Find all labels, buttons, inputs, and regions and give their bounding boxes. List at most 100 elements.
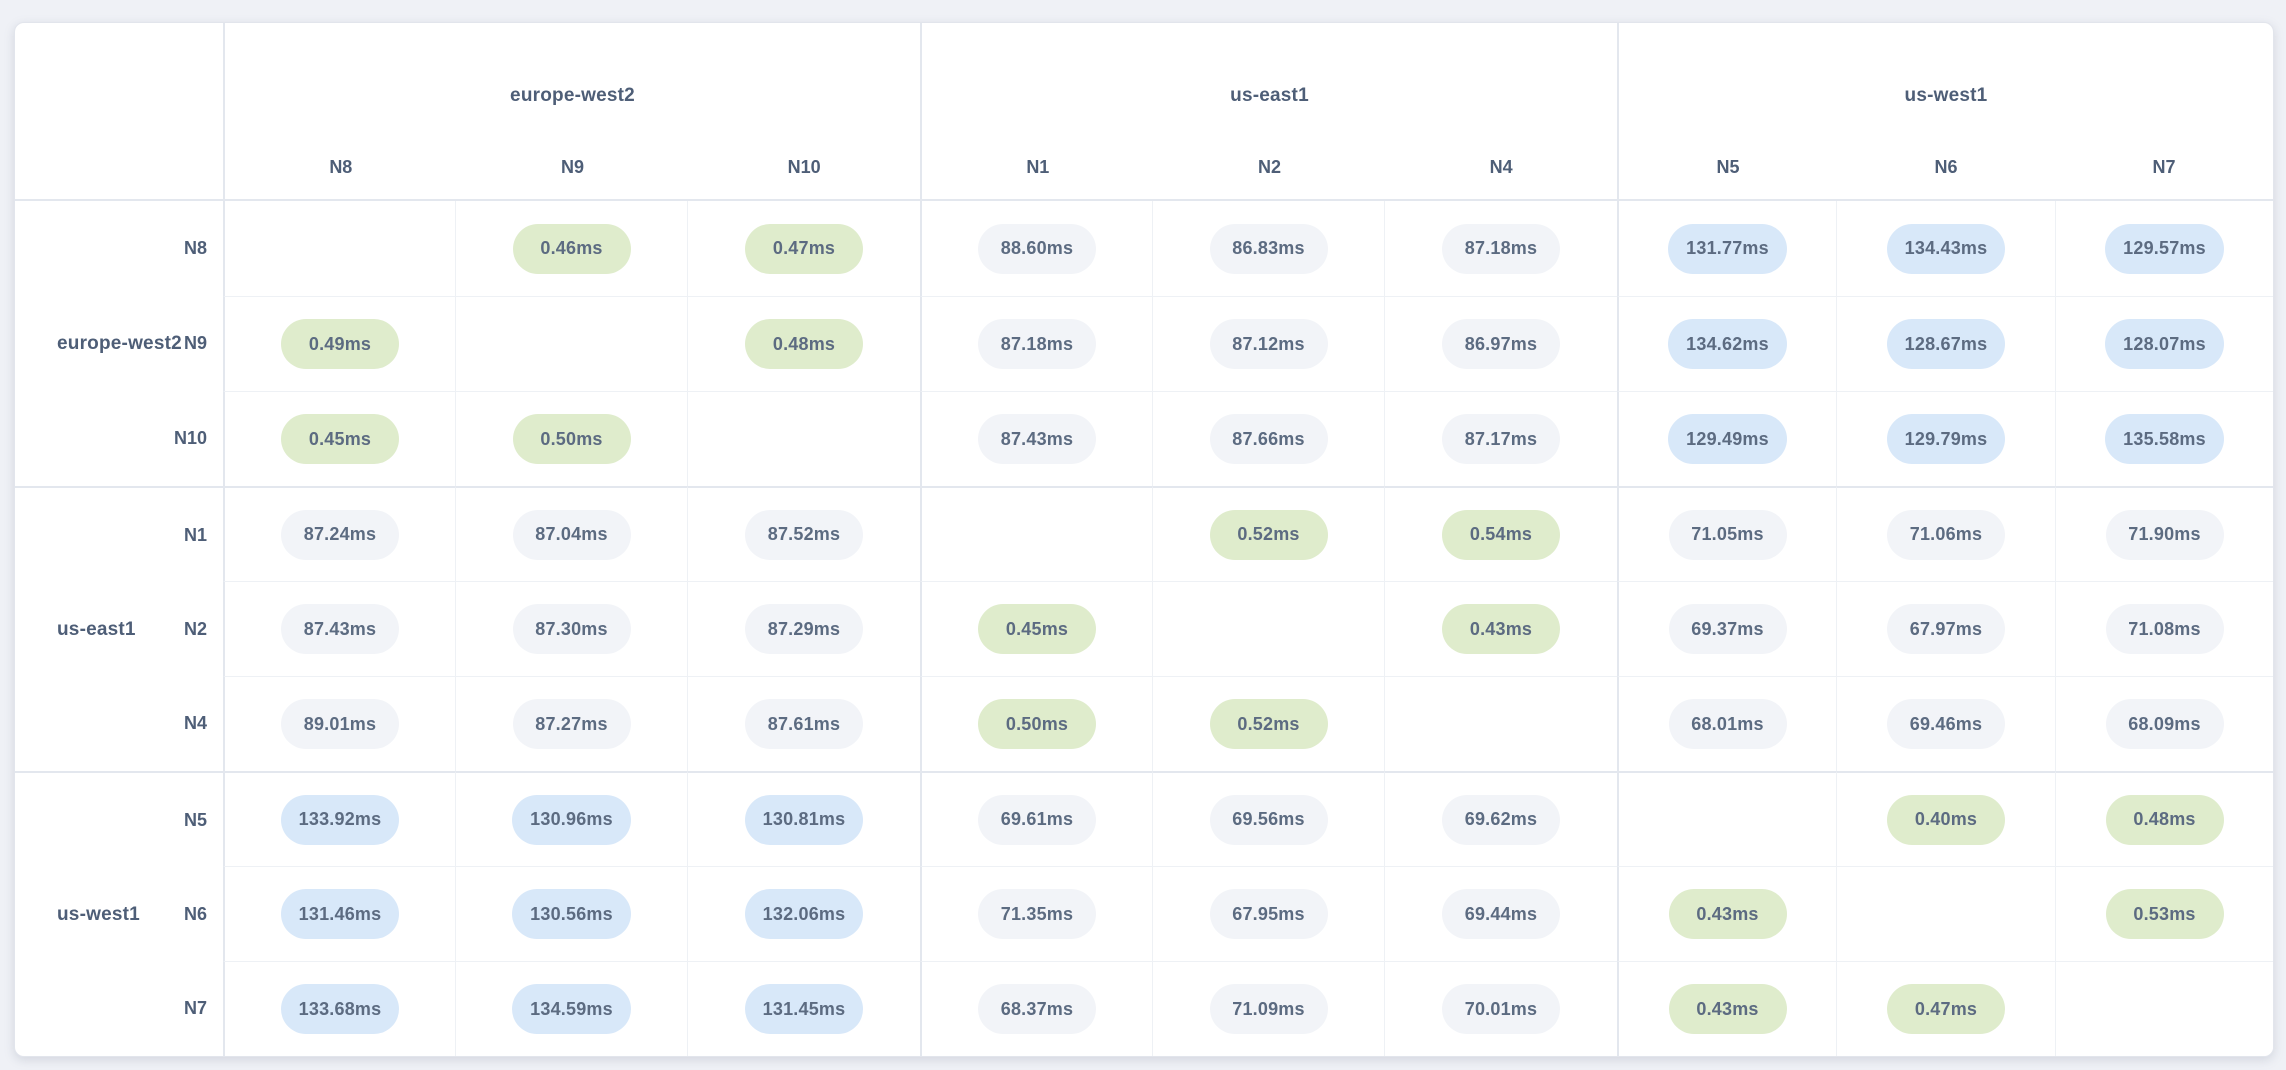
row-node-label: N10 (173, 428, 207, 448)
latency-cell: 87.27ms (455, 676, 687, 771)
latency-cell: 87.12ms (1152, 296, 1384, 391)
latency-pill: 133.92ms (280, 794, 400, 845)
latency-cell: 0.40ms (1836, 771, 2055, 866)
latency-cell (1836, 866, 2055, 961)
latency-cell: 69.56ms (1152, 771, 1384, 866)
row-node-label: N5 (183, 809, 207, 830)
latency-pill: 133.68ms (280, 984, 400, 1034)
node-column-label: N2 (1257, 156, 1281, 177)
latency-pill: 0.48ms (2105, 794, 2224, 845)
latency-pill: 68.09ms (2105, 699, 2224, 749)
latency-pill: 87.30ms (512, 604, 631, 654)
latency-pill: 69.61ms (978, 794, 1096, 845)
latency-pill: 68.01ms (1668, 699, 1787, 749)
latency-pill: 71.06ms (1887, 509, 2005, 560)
latency-pill: 68.37ms (978, 984, 1096, 1034)
latency-cell: 129.49ms (1617, 391, 1836, 486)
column-group-header: us-east1 N1 N2 N4 (920, 23, 1617, 201)
latency-cell: 89.01ms (223, 676, 455, 771)
latency-cell: 0.54ms (1384, 486, 1617, 581)
latency-cell: 87.18ms (1384, 201, 1617, 296)
latency-cell: 0.43ms (1617, 961, 1836, 1056)
region-name-wrap: us-east1 (922, 23, 1617, 135)
latency-matrix-grid: europe-west2 N8 N9 N10 us-east1 N1 N2 N4 us-west… (15, 23, 2273, 1056)
node-column-label: N5 (1716, 156, 1740, 177)
latency-cell: 87.43ms (223, 581, 455, 676)
latency-cell: 134.59ms (455, 961, 687, 1056)
latency-cell (455, 296, 687, 391)
latency-pill: 0.43ms (1442, 604, 1560, 654)
latency-cell: 0.45ms (223, 391, 455, 486)
latency-cell: 68.09ms (2055, 676, 2273, 771)
latency-cell: 87.04ms (455, 486, 687, 581)
latency-pill: 69.56ms (1209, 794, 1328, 845)
node-column-label: N10 (787, 156, 821, 177)
column-region-name: europe-west2 (510, 85, 635, 106)
latency-cell (223, 201, 455, 296)
row-node-label: N8 (183, 238, 207, 258)
node-header-row: N1 N2 N4 (922, 135, 1617, 199)
latency-cell: 87.52ms (687, 486, 920, 581)
latency-pill: 87.29ms (745, 604, 863, 654)
column-group-header: europe-west2 N8 N9 N10 (223, 23, 920, 201)
latency-cell: 68.37ms (920, 961, 1152, 1056)
latency-pill: 128.67ms (1886, 319, 2006, 369)
latency-pill: 71.90ms (2105, 509, 2224, 560)
row-region-name: europe-west2 (57, 332, 182, 354)
latency-cell: 129.57ms (2055, 201, 2273, 296)
latency-cell: 69.62ms (1384, 771, 1617, 866)
latency-cell: 131.45ms (687, 961, 920, 1056)
latency-cell: 133.92ms (223, 771, 455, 866)
row-group-header: us-east1 N1 N2 N4 (15, 486, 223, 771)
latency-pill: 87.61ms (745, 699, 863, 749)
latency-pill: 67.95ms (1209, 889, 1328, 939)
latency-pill: 86.97ms (1442, 319, 1560, 369)
column-region-name: us-west1 (1904, 85, 1988, 106)
latency-cell: 69.61ms (920, 771, 1152, 866)
node-column-label: N4 (1489, 156, 1513, 177)
node-column-label: N1 (1026, 156, 1050, 177)
row-node-label: N2 (183, 618, 207, 639)
latency-cell: 0.45ms (920, 581, 1152, 676)
latency-pill: 89.01ms (281, 699, 399, 749)
latency-pill: 88.60ms (978, 223, 1096, 274)
latency-pill: 134.59ms (512, 984, 631, 1034)
latency-cell: 87.18ms (920, 296, 1152, 391)
latency-cell: 0.50ms (920, 676, 1152, 771)
row-node-label: N6 (183, 903, 207, 924)
latency-cell: 86.83ms (1152, 201, 1384, 296)
latency-cell (2055, 961, 2273, 1056)
latency-pill: 71.09ms (1209, 984, 1328, 1034)
latency-cell: 131.77ms (1617, 201, 1836, 296)
latency-cell: 133.68ms (223, 961, 455, 1056)
latency-pill: 0.47ms (1887, 984, 2005, 1034)
latency-cell (1384, 676, 1617, 771)
latency-pill: 129.79ms (1886, 414, 2006, 464)
node-header-row: N8 N9 N10 (225, 135, 920, 199)
latency-cell: 87.43ms (920, 391, 1152, 486)
latency-cell: 134.62ms (1617, 296, 1836, 391)
latency-pill: 128.07ms (2105, 319, 2224, 369)
latency-pill: 87.18ms (1442, 223, 1560, 274)
latency-cell: 71.06ms (1836, 486, 2055, 581)
latency-pill: 69.62ms (1442, 794, 1560, 845)
latency-pill: 0.49ms (281, 319, 399, 369)
row-node-label: N4 (183, 713, 207, 734)
latency-cell: 0.52ms (1152, 486, 1384, 581)
latency-cell: 0.43ms (1617, 866, 1836, 961)
latency-cell: 132.06ms (687, 866, 920, 961)
latency-cell: 87.17ms (1384, 391, 1617, 486)
latency-pill: 70.01ms (1442, 984, 1560, 1034)
node-column-label: N9 (560, 156, 584, 177)
latency-pill: 131.77ms (1668, 223, 1787, 274)
latency-cell: 131.46ms (223, 866, 455, 961)
latency-cell: 87.30ms (455, 581, 687, 676)
column-region-name: us-east1 (1230, 85, 1309, 106)
row-region-name: us-east1 (57, 618, 136, 640)
latency-cell: 69.46ms (1836, 676, 2055, 771)
latency-matrix-card: europe-west2 N8 N9 N10 us-east1 N1 N2 N4 us-west… (14, 22, 2274, 1057)
latency-cell: 135.58ms (2055, 391, 2273, 486)
latency-pill: 0.40ms (1887, 794, 2005, 845)
latency-cell: 0.49ms (223, 296, 455, 391)
latency-pill: 87.27ms (512, 699, 631, 749)
